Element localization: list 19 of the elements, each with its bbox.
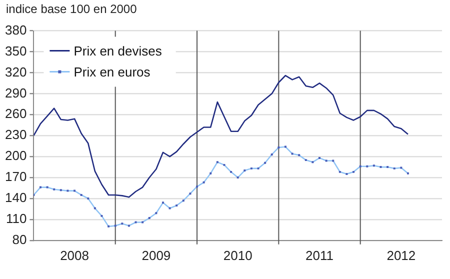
y-axis-title: indice base 100 en 2000 — [5, 1, 138, 18]
x-tick-label: 2008 — [60, 248, 89, 263]
legend-label: Prix en devises — [74, 43, 162, 58]
y-tick-label: 170 — [4, 169, 27, 184]
x-tick-label: 2010 — [223, 248, 252, 263]
y-tick-label: 200 — [4, 148, 27, 164]
y-tick-label: 380 — [4, 22, 27, 38]
x-tick-label: 2012 — [386, 248, 416, 263]
y-tick-label: 320 — [4, 64, 27, 80]
y-tick-label: 140 — [4, 190, 27, 206]
y-tick-label: 260 — [4, 106, 27, 122]
y-tick-label: 110 — [6, 211, 27, 226]
y-tick-label: 290 — [4, 85, 27, 100]
legend-label: Prix en euros — [74, 64, 151, 80]
x-tick-label: 2009 — [142, 248, 171, 263]
y-tick-label: 350 — [4, 43, 27, 58]
x-tick-label: 2011 — [306, 248, 334, 263]
y-tick-label: 80 — [12, 232, 27, 247]
y-tick-label: 230 — [4, 127, 27, 142]
